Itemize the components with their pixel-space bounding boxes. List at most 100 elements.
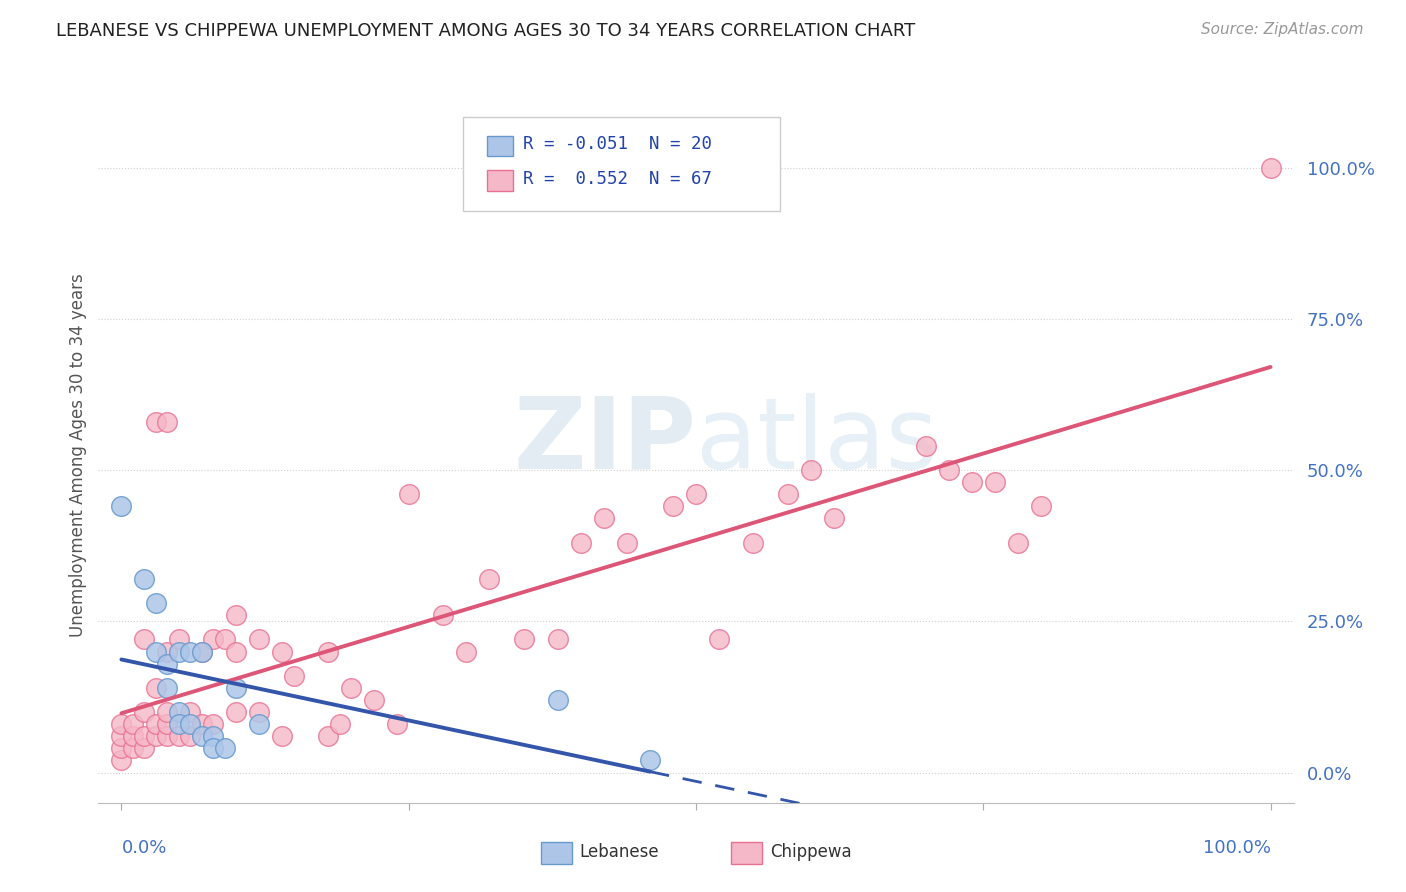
Point: [191, 644, 214, 658]
Point: [156, 717, 179, 731]
Point: [662, 500, 685, 514]
Point: [225, 608, 247, 623]
Point: [134, 741, 156, 756]
Point: [156, 657, 179, 671]
Point: [145, 729, 167, 743]
Point: [179, 729, 201, 743]
Point: [145, 596, 167, 610]
Point: [202, 717, 225, 731]
Point: [145, 717, 167, 731]
Text: 0.0%: 0.0%: [121, 839, 167, 857]
Text: R =  0.552  N = 67: R = 0.552 N = 67: [523, 169, 711, 187]
Point: [385, 717, 408, 731]
Point: [638, 754, 661, 768]
Point: [593, 511, 616, 525]
Point: [202, 741, 225, 756]
Point: [179, 717, 201, 731]
Point: [363, 693, 385, 707]
Point: [145, 644, 167, 658]
Point: [512, 632, 534, 647]
Point: [685, 487, 707, 501]
Point: [742, 535, 765, 549]
Point: [156, 644, 179, 658]
Point: [134, 729, 156, 743]
Point: [145, 415, 167, 429]
Point: [456, 644, 478, 658]
Point: [247, 717, 270, 731]
Point: [800, 463, 823, 477]
Point: [191, 717, 214, 731]
Point: [547, 632, 569, 647]
Point: [478, 572, 501, 586]
Point: [340, 681, 363, 695]
Point: [960, 475, 983, 490]
Point: [110, 500, 132, 514]
Point: [247, 705, 270, 719]
Point: [167, 705, 190, 719]
Point: [202, 632, 225, 647]
Text: ZIP: ZIP: [513, 392, 696, 490]
Text: Lebanese: Lebanese: [579, 843, 659, 861]
FancyBboxPatch shape: [463, 118, 779, 211]
Point: [1007, 535, 1029, 549]
Point: [247, 632, 270, 647]
Point: [110, 717, 132, 731]
Point: [914, 439, 936, 453]
Point: [225, 644, 247, 658]
Point: [122, 741, 145, 756]
Point: [122, 717, 145, 731]
Point: [271, 644, 294, 658]
Point: [134, 572, 156, 586]
Point: [156, 415, 179, 429]
Point: [225, 681, 247, 695]
Point: [316, 729, 339, 743]
Point: [202, 729, 225, 743]
Point: [214, 632, 236, 647]
Point: [225, 705, 247, 719]
Point: [823, 511, 845, 525]
Point: [134, 632, 156, 647]
Text: Source: ZipAtlas.com: Source: ZipAtlas.com: [1201, 22, 1364, 37]
Point: [271, 729, 294, 743]
FancyBboxPatch shape: [486, 170, 513, 191]
Y-axis label: Unemployment Among Ages 30 to 34 years: Unemployment Among Ages 30 to 34 years: [69, 273, 87, 637]
Point: [776, 487, 799, 501]
Point: [110, 729, 132, 743]
Point: [707, 632, 730, 647]
Text: R = -0.051  N = 20: R = -0.051 N = 20: [523, 135, 711, 153]
Point: [156, 729, 179, 743]
Point: [432, 608, 454, 623]
Point: [134, 705, 156, 719]
Text: 100.0%: 100.0%: [1202, 839, 1271, 857]
Point: [179, 644, 201, 658]
Point: [1260, 161, 1282, 175]
Point: [179, 705, 201, 719]
Text: LEBANESE VS CHIPPEWA UNEMPLOYMENT AMONG AGES 30 TO 34 YEARS CORRELATION CHART: LEBANESE VS CHIPPEWA UNEMPLOYMENT AMONG …: [56, 22, 915, 40]
Point: [122, 729, 145, 743]
Point: [167, 644, 190, 658]
Point: [316, 644, 339, 658]
Point: [616, 535, 638, 549]
Point: [167, 729, 190, 743]
Point: [283, 669, 305, 683]
Text: Chippewa: Chippewa: [770, 843, 852, 861]
Point: [110, 754, 132, 768]
Point: [329, 717, 352, 731]
Point: [110, 741, 132, 756]
Point: [191, 644, 214, 658]
Point: [156, 681, 179, 695]
Point: [938, 463, 960, 477]
Point: [156, 705, 179, 719]
Point: [145, 681, 167, 695]
Point: [167, 717, 190, 731]
Point: [569, 535, 592, 549]
Point: [167, 632, 190, 647]
Point: [191, 729, 214, 743]
FancyBboxPatch shape: [486, 136, 513, 156]
Point: [398, 487, 420, 501]
Point: [1029, 500, 1052, 514]
Point: [983, 475, 1005, 490]
Point: [214, 741, 236, 756]
Point: [547, 693, 569, 707]
Text: atlas: atlas: [696, 392, 938, 490]
